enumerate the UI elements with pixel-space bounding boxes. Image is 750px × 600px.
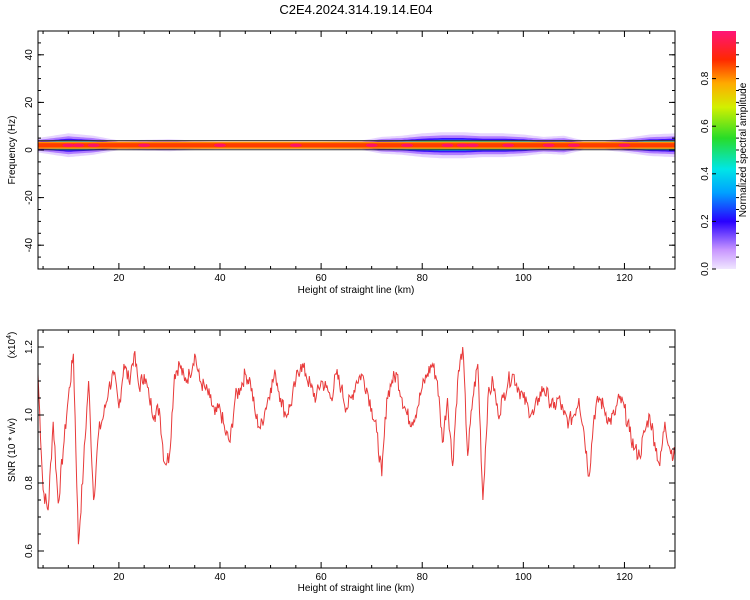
colorbar-tick-label: 0.8 [700,71,711,85]
snr-x-tick-label: 20 [113,572,125,583]
spectrogram-x-tick-label: 60 [316,273,328,284]
spectrogram-hot-spot [138,143,151,148]
spectrogram-x-tick-label: 100 [515,273,532,284]
snr-x-tick-label: 100 [515,572,532,583]
spectrogram-x-tick-label: 120 [616,273,633,284]
spectrogram-hot-spot [502,143,515,148]
snr-x-tick-label: 120 [616,572,633,583]
colorbar-tick-label: 0.0 [700,262,711,276]
spectrogram-core-peak [38,143,675,148]
spectrogram-hot-spot [401,143,414,148]
spectrogram-panel: 20 40 60 80 100 120 -40 -20 0 20 40 Height of stra… [7,30,676,296]
snr-y-tick-label: 1.0 [24,408,35,422]
spectrogram-hot-spot [618,143,631,148]
spectrogram-hot-spot [62,143,75,148]
snr-multiplier-suffix: ) [7,332,18,335]
snr-series-line [38,346,675,545]
snr-background [38,330,675,568]
snr-y-axis-label: SNR (10 * v/v) [7,418,18,482]
spectrogram-hot-spot [542,143,555,148]
snr-x-tick-label: 80 [417,572,429,583]
spectrogram-hot-spot [289,143,302,148]
spectrogram-hot-spot [567,143,580,148]
spectrogram-x-tick-label: 40 [214,273,226,284]
spectrogram-hot-spot [87,143,100,148]
snr-y-tick-label: 0.6 [24,544,35,558]
snr-x-tick-label: 60 [316,572,328,583]
snr-y-tick-label: 0.8 [24,476,35,490]
colorbar-tick-label: 0.2 [700,214,711,228]
spectrogram-x-tick-label: 80 [417,273,429,284]
colorbar-gradient [712,31,736,269]
spectrogram-y-axis-label: Frequency (Hz) [7,116,18,185]
colorbar: 0.0 0.2 0.4 0.6 0.8 Normalized spectral ampl… [700,31,749,276]
spectrogram-hot-spot [466,143,479,148]
spectrogram-hot-spot [365,143,378,148]
spectrogram-x-axis-label: Height of straight line (km) [298,285,415,296]
snr-x-axis-label: Height of straight line (km) [298,583,415,594]
svg-text:(x104): (x104) [6,332,18,359]
spectrogram-y-tick-label: 0 [24,147,35,153]
snr-frame [37,329,676,569]
snr-y-tick-label: 1.2 [24,340,35,354]
colorbar-label: Normalized spectral amplitude [738,82,749,217]
snr-y-multiplier: (x104) [6,332,18,359]
chart-title: C2E4.2024.314.19.14.E04 [279,2,432,17]
spectrogram-x-tick-label: 20 [113,273,125,284]
spectrogram-y-tick-label: 40 [24,49,35,61]
spectrogram-hot-spot [456,143,469,148]
spectrogram-image [38,132,675,159]
spectrogram-hot-spot [441,143,454,148]
spectrogram-hot-spot [214,143,226,148]
snr-multiplier-prefix: (x10 [7,338,18,358]
snr-multiplier-exponent: 4 [6,335,13,339]
colorbar-tick-label: 0.4 [700,166,711,180]
spectrogram-hot-spot [72,143,85,148]
snr-panel: 20 40 60 80 100 120 0.6 0.8 1.0 1.2 Height of str… [6,329,676,594]
spectrogram-y-tick-label: -40 [24,238,35,253]
spectrogram-y-tick-label: 20 [24,96,35,108]
spectrogram-y-tick-label: -20 [24,190,35,205]
colorbar-tick-label: 0.6 [700,119,711,133]
spectrogram-frame [37,30,676,270]
snr-x-tick-label: 40 [214,572,226,583]
